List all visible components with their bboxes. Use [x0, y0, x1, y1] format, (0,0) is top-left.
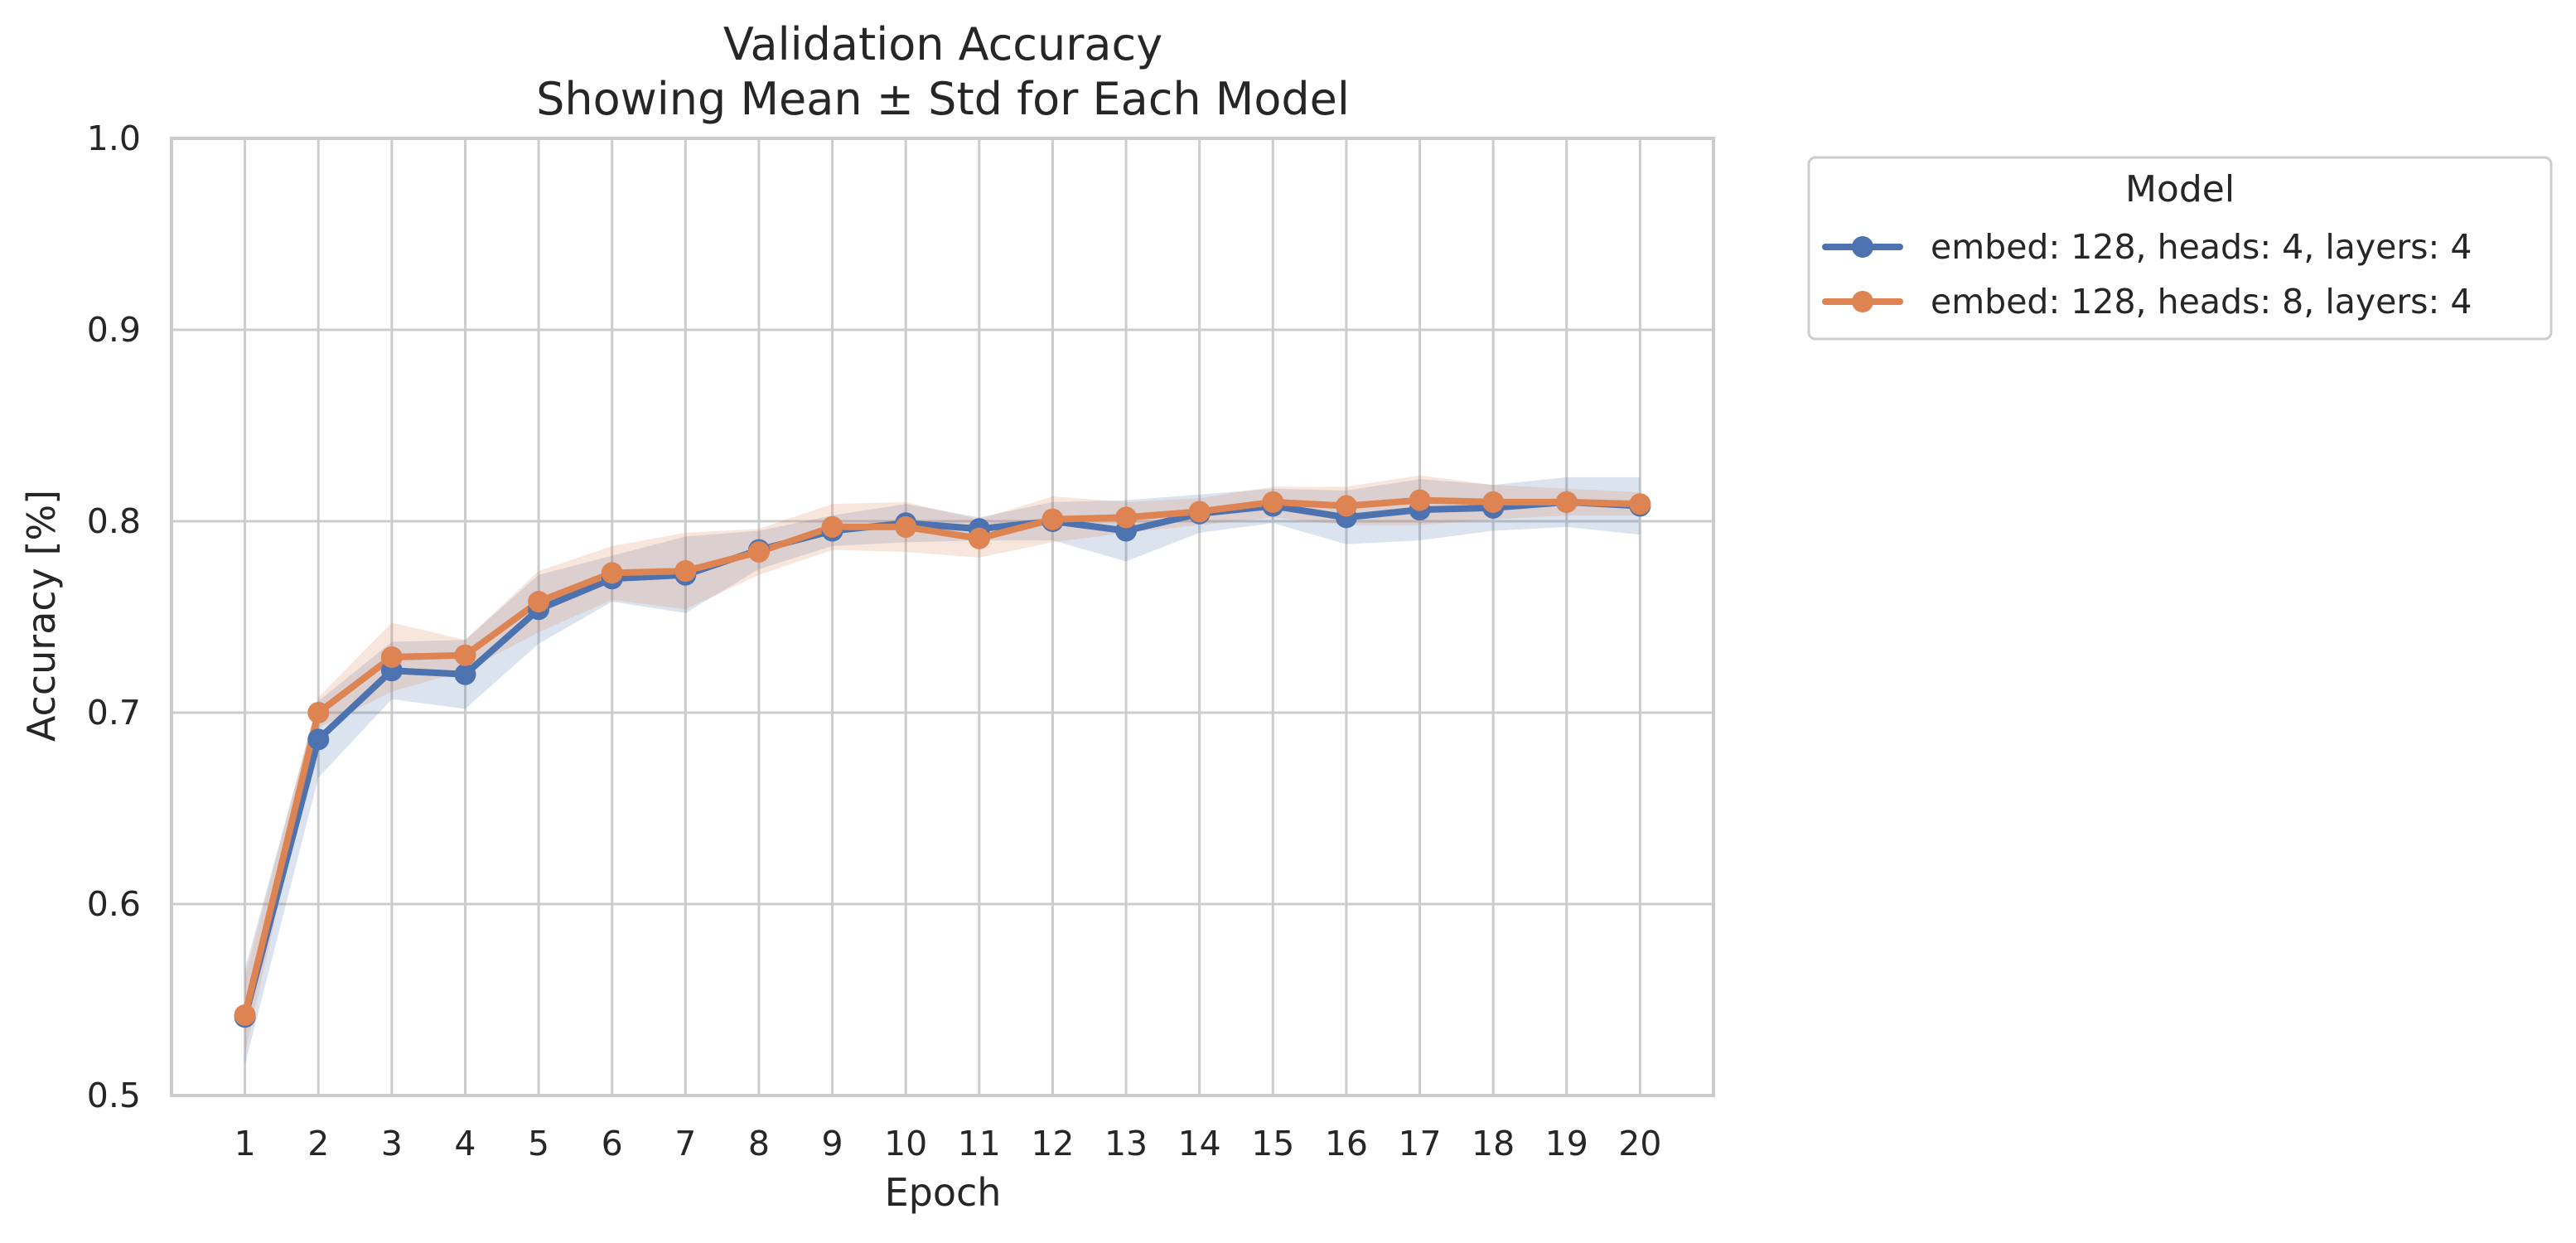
- x-tick-label: 3: [381, 1124, 403, 1163]
- legend-title: Model: [2125, 168, 2235, 210]
- y-tick-label: 0.8: [87, 501, 141, 541]
- point-series-2: [747, 540, 770, 563]
- x-tick-label: 14: [1178, 1124, 1221, 1163]
- x-tick-label: 1: [234, 1124, 256, 1163]
- x-tick-label: 11: [958, 1124, 1001, 1163]
- x-tick-label: 19: [1545, 1124, 1588, 1163]
- point-series-2: [1115, 506, 1138, 529]
- point-series-2: [234, 1004, 256, 1026]
- x-tick-label: 16: [1325, 1124, 1368, 1163]
- chart-subtitle: Showing Mean ± Std for Each Model: [536, 73, 1350, 125]
- x-axis-label: Epoch: [885, 1170, 1002, 1215]
- series-points: [234, 489, 1651, 1028]
- point-series-2: [1335, 495, 1357, 517]
- line-series-1: [241, 498, 1644, 1021]
- x-tick-label: 9: [822, 1124, 843, 1163]
- axes-border: [170, 137, 1715, 1097]
- x-tick-label: 8: [748, 1124, 770, 1163]
- point-series-2: [1555, 491, 1578, 513]
- point-series-2: [307, 702, 330, 723]
- point-series-2: [454, 644, 476, 666]
- point-series-2: [1629, 493, 1651, 515]
- point-series-2: [895, 515, 917, 538]
- x-tick-label: 20: [1618, 1124, 1661, 1163]
- grid: [172, 137, 1713, 1097]
- point-series-2: [1262, 491, 1284, 513]
- legend-marker-series-1: [1852, 236, 1873, 258]
- x-tick-label: 15: [1251, 1124, 1294, 1163]
- point-series-2: [1188, 501, 1211, 523]
- axes-frame: [170, 137, 1715, 1097]
- series-lines: [241, 496, 1644, 1021]
- plot-area: [172, 138, 1713, 1095]
- tick-labels: 1 2 3 4 5 6 7 8 9 10 11 12 13 14 15 16 17 18 19 200.50.60.7…: [87, 118, 1662, 1163]
- x-tick-label: 4: [454, 1124, 476, 1163]
- point-series-1: [307, 728, 330, 751]
- y-axis-label: Accuracy [%]: [19, 490, 64, 742]
- point-series-2: [968, 527, 990, 549]
- point-series-2: [1482, 491, 1505, 513]
- y-tick-label: 1.0: [87, 118, 141, 158]
- point-series-2: [380, 646, 403, 669]
- point-series-2: [601, 562, 623, 584]
- chart-title: Validation Accuracy: [723, 18, 1162, 70]
- point-series-2: [821, 515, 843, 538]
- legend: Model embed: 128, heads: 4, layers: 4emb…: [1807, 156, 2553, 341]
- x-tick-label: 5: [528, 1124, 549, 1163]
- point-series-2: [674, 560, 697, 583]
- legend-box: [1807, 156, 2553, 341]
- point-series-2: [528, 591, 550, 613]
- x-tick-label: 13: [1104, 1124, 1148, 1163]
- y-tick-label: 0.7: [87, 693, 141, 733]
- x-tick-label: 10: [884, 1124, 927, 1163]
- x-tick-label: 17: [1398, 1124, 1441, 1163]
- line-series-2: [241, 496, 1644, 1018]
- legend-label-series-1: embed: 128, heads: 4, layers: 4: [1931, 227, 2472, 267]
- x-tick-label: 12: [1031, 1124, 1074, 1163]
- y-tick-label: 0.5: [87, 1076, 141, 1115]
- point-series-2: [1042, 508, 1064, 530]
- y-tick-label: 0.9: [87, 310, 141, 350]
- x-tick-label: 2: [307, 1124, 329, 1163]
- point-series-2: [1409, 489, 1431, 511]
- legend-label-series-2: embed: 128, heads: 8, layers: 4: [1931, 282, 2472, 322]
- x-tick-label: 18: [1472, 1124, 1515, 1163]
- y-tick-label: 0.6: [87, 884, 141, 924]
- x-tick-label: 6: [602, 1124, 623, 1163]
- x-tick-label: 7: [674, 1124, 696, 1163]
- plot-background: [172, 138, 1713, 1095]
- point-series-1: [454, 663, 476, 685]
- legend-entries: embed: 128, heads: 4, layers: 4 embed: 12…: [1822, 227, 2472, 322]
- legend-marker-series-2: [1852, 291, 1873, 312]
